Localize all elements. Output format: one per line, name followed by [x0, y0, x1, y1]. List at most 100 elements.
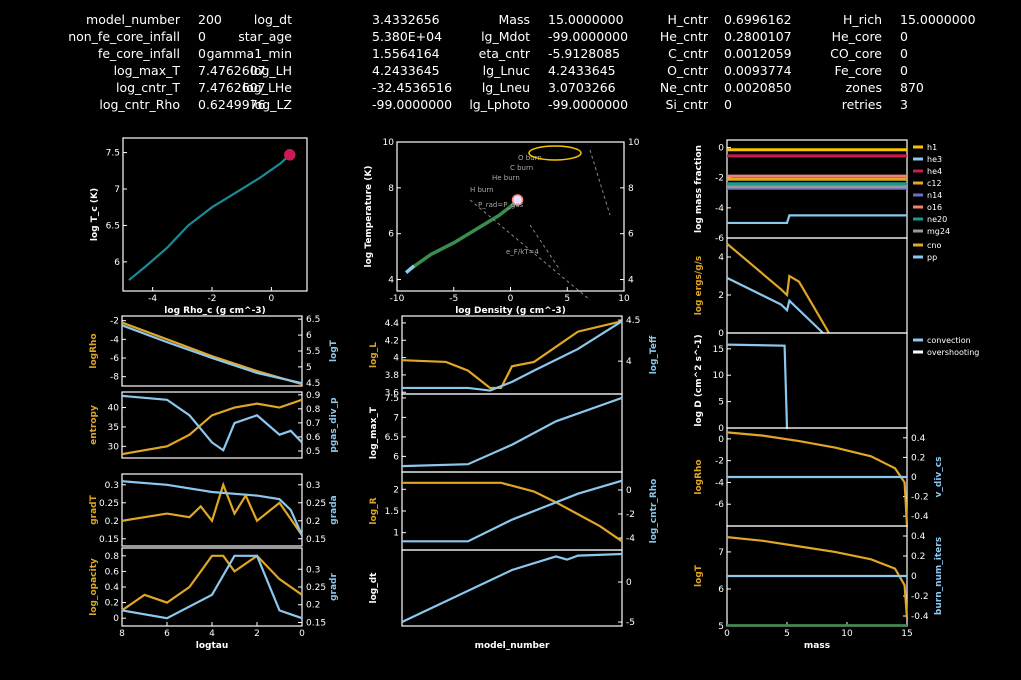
series-line: [121, 554, 303, 612]
y2-tick-label: 0.25: [306, 583, 326, 593]
y2-tick-label: 0.4: [911, 532, 926, 542]
header-value: 0: [198, 46, 206, 61]
y-tick-label: 2: [393, 485, 399, 495]
header-value: 4.2433645: [372, 63, 440, 78]
header-value: 0.2800107: [724, 29, 792, 44]
y2-tick-label: -0.2: [911, 592, 929, 602]
y-tick-label: 10: [383, 138, 395, 148]
y2-tick-label: 0.7: [306, 419, 320, 429]
header-value: 3: [900, 97, 908, 112]
y2-tick-label: 0.2: [911, 552, 925, 562]
header-value: 15.0000000: [548, 12, 624, 27]
y2-tick-label: 0: [911, 572, 917, 582]
header-value: 3.4332656: [372, 12, 440, 27]
y-tick-label: 3.8: [385, 371, 400, 381]
y-tick-label: 6.5: [385, 433, 399, 443]
y2-tick-label: -4: [626, 534, 635, 544]
header-key: log_LH: [250, 63, 292, 78]
y-tick-label: -6: [715, 234, 724, 244]
plot-frame: [121, 473, 303, 547]
header-value: -99.0000000: [548, 97, 629, 112]
header-panel: model_number 200 non_fe_core_infall 0 fe_cor…: [0, 0, 1021, 120]
header-value: 0.0012059: [724, 46, 792, 61]
y-tick-label: 0.8: [105, 552, 120, 562]
series-line: [404, 264, 416, 274]
header-value: 1.5564164: [372, 46, 440, 61]
y-tick-label: 4: [718, 253, 724, 263]
plot-frame: [401, 549, 623, 627]
burn-line-label: He burn: [492, 174, 520, 182]
y-tick-label: 0.3: [105, 481, 119, 491]
x-tick-label: 15: [901, 629, 912, 639]
y2-axis-label: log_cntr_Rho: [649, 479, 659, 544]
x-tick-label: -4: [148, 294, 157, 304]
legend-label: o16: [927, 203, 942, 212]
burn-line-label: C burn: [510, 164, 533, 172]
boundary-line: [469, 199, 591, 301]
series-line: [402, 481, 623, 543]
burn-line-label: e_F/kT=4: [506, 248, 539, 256]
current-point-marker: [284, 149, 296, 161]
y-tick-label: 1: [393, 529, 399, 539]
y-axis-label: log_L: [369, 342, 379, 368]
x-tick-label: 0: [299, 629, 305, 639]
y2-tick-label: 4: [628, 276, 634, 286]
x-tick-label: 0: [269, 294, 275, 304]
header-value: -99.0000000: [372, 97, 453, 112]
y2-tick-label: 4.5: [306, 379, 320, 389]
series-line: [401, 320, 623, 390]
y2-axis-label: logT: [329, 339, 339, 362]
y-tick-label: 6: [388, 230, 394, 240]
legend-label: he4: [927, 167, 942, 176]
plot-frame: [121, 391, 303, 459]
y-axis-label: log_R: [369, 497, 379, 524]
y-tick-label: 7: [718, 548, 724, 558]
y-tick-label: -2: [715, 457, 724, 467]
y-tick-label: 7.5: [106, 149, 120, 159]
series-line: [128, 153, 291, 281]
y2-axis-label: grada: [329, 495, 339, 524]
legend-label: overshooting: [927, 348, 979, 357]
y-tick-label: 0: [718, 424, 724, 434]
x-axis-label: mass: [804, 641, 830, 651]
series-line: [727, 214, 907, 225]
header-key: log_dt: [253, 12, 292, 27]
series-line: [726, 242, 830, 334]
series-line: [402, 320, 623, 392]
header-key: star_age: [238, 29, 292, 44]
header-value: 15.0000000: [900, 12, 976, 27]
header-key: retries: [841, 97, 882, 112]
header-key: lg_Lphoto: [469, 97, 530, 112]
y2-tick-label: 0.15: [306, 618, 326, 628]
y-tick-label: 6: [393, 452, 399, 462]
y2-tick-label: 0.6: [306, 433, 321, 443]
y-axis-label: logRho: [89, 333, 99, 368]
y-axis-label: log_max_T: [369, 406, 379, 459]
header-key: C_cntr: [668, 46, 708, 61]
x-tick-label: -5: [449, 294, 458, 304]
header-key: Fe_core: [834, 63, 882, 78]
legend-label: cno: [927, 241, 941, 250]
x-tick-label: 10: [618, 294, 630, 304]
y2-tick-label: 0.2: [306, 601, 320, 611]
header-key: zones: [845, 80, 882, 95]
header-value: 0.6996162: [724, 12, 792, 27]
y-tick-label: 5: [718, 398, 724, 408]
y-axis-label: log_dt: [369, 572, 379, 604]
y2-tick-label: 0.2: [911, 453, 925, 463]
y-tick-label: 4: [388, 276, 394, 286]
y-tick-label: 0: [718, 435, 724, 445]
y2-tick-label: 0: [626, 578, 632, 588]
header-value: 200: [198, 12, 222, 27]
x-tick-label: 2: [254, 629, 260, 639]
y-axis-label: log ergs/g/s: [694, 256, 704, 316]
series-line: [121, 481, 303, 536]
y-axis-label: gradT: [89, 494, 99, 524]
header-key: fe_core_infall: [97, 46, 180, 61]
y-axis-label: logRho: [694, 459, 704, 494]
series-line: [121, 324, 303, 385]
header-value: 3.0703266: [548, 80, 616, 95]
y2-tick-label: 0.25: [306, 499, 326, 509]
series-line: [726, 343, 789, 430]
series-line: [121, 554, 303, 620]
